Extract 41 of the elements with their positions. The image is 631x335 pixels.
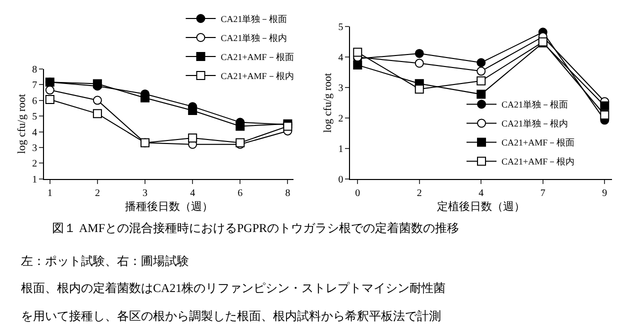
x-tick-label: 4	[190, 188, 196, 199]
x-tick-label: 2	[416, 188, 422, 199]
legend-label: CA21単独－根面	[502, 100, 568, 110]
x-axis-title: 播種後日数（週）	[124, 201, 213, 214]
y-tick-label: 0	[338, 174, 344, 186]
legend-label: CA21単独－根内	[502, 118, 568, 129]
y-tick-label: 3	[338, 83, 344, 94]
x-tick-label: 4	[478, 188, 484, 199]
legend-label: CA21+AMF－根面	[502, 138, 575, 148]
y-tick-label: 1	[32, 174, 38, 186]
x-tick-label: 9	[602, 188, 608, 199]
legend-label: CA21+AMF－根内	[502, 156, 575, 167]
y-tick-label: 6	[32, 96, 38, 107]
legend-label: CA21単独－根内	[220, 33, 288, 44]
x-tick-label: 6	[238, 188, 243, 199]
y-tick-label: 2	[32, 158, 38, 170]
x-tick-label: 1	[47, 188, 52, 199]
legend-label: CA21単独－根面	[220, 14, 288, 24]
y-tick-label: 4	[338, 52, 344, 64]
x-tick-label: 3	[142, 188, 148, 199]
y-tick-label: 3	[32, 142, 38, 154]
text: を用いて接種し、各区の根から調製した根面、根内試料から希釈平板法で計測	[21, 309, 441, 323]
text: 根面、根内の定着菌数はCA21株のリファンピシン・ストレプトマイシン耐性菌	[21, 281, 446, 295]
x-axis-title: 定植後日数（週）	[437, 200, 526, 214]
y-tick-label: 8	[32, 64, 38, 76]
y-tick-label: 2	[338, 114, 344, 125]
legend-label: CA21+AMF－根面	[220, 52, 294, 62]
x-tick-label: 8	[285, 188, 290, 199]
x-tick-label: 2	[94, 188, 100, 199]
caption: 図１ AMFとの混合接種時におけるPGPRのトウガラシ根での定着菌数の推移	[52, 221, 460, 235]
legend-label: CA21+AMF－根内	[220, 71, 294, 82]
x-tick-label: 7	[540, 188, 546, 199]
y-axis-title: log cfu/g root	[322, 72, 334, 133]
text: 左：ポット試験、右：圃場試験	[21, 254, 189, 268]
x-tick-label: 0	[355, 188, 360, 199]
y-tick-label: 7	[32, 80, 38, 92]
y-tick-label: 5	[32, 112, 38, 123]
y-tick-label: 4	[32, 127, 38, 138]
y-axis-title: log cfu/g root	[16, 94, 28, 154]
y-tick-label: 5	[338, 22, 344, 34]
y-tick-label: 1	[338, 144, 344, 155]
